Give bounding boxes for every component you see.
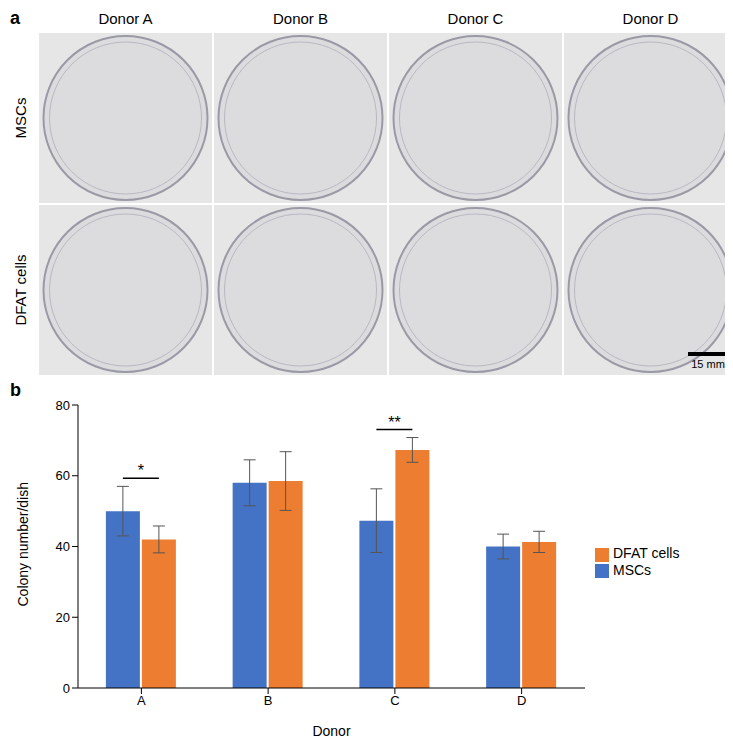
svg-text:C: C — [390, 693, 399, 708]
svg-text:D: D — [517, 693, 526, 708]
svg-text:Donor A: Donor A — [98, 10, 152, 27]
svg-text:15 mm: 15 mm — [691, 358, 725, 370]
svg-text:Donor C: Donor C — [448, 10, 504, 27]
svg-text:Donor D: Donor D — [623, 10, 679, 27]
svg-text:DFAT cells: DFAT cells — [12, 254, 29, 325]
svg-text:a: a — [10, 8, 21, 28]
html-text:MSCs: MSCs — [613, 561, 652, 578]
svg-text:Colony number/dish: Colony number/dish — [15, 482, 31, 607]
svg-text:60: 60 — [56, 468, 70, 483]
svg-text:MSCs: MSCs — [12, 98, 29, 139]
svg-text:Donor B: Donor B — [273, 10, 328, 27]
svg-text:80: 80 — [56, 398, 70, 413]
svg-text:40: 40 — [56, 539, 70, 554]
svg-text:Donor: Donor — [312, 723, 350, 739]
svg-text:B: B — [264, 693, 273, 708]
svg-text:0: 0 — [63, 681, 70, 696]
html-text:DFAT cells: DFAT cells — [613, 545, 680, 562]
svg-text:A: A — [137, 693, 146, 708]
html-text:b: b — [10, 380, 21, 400]
svg-text:20: 20 — [56, 610, 70, 625]
svg-text:*: * — [138, 462, 144, 479]
svg-text:**: ** — [388, 414, 400, 431]
